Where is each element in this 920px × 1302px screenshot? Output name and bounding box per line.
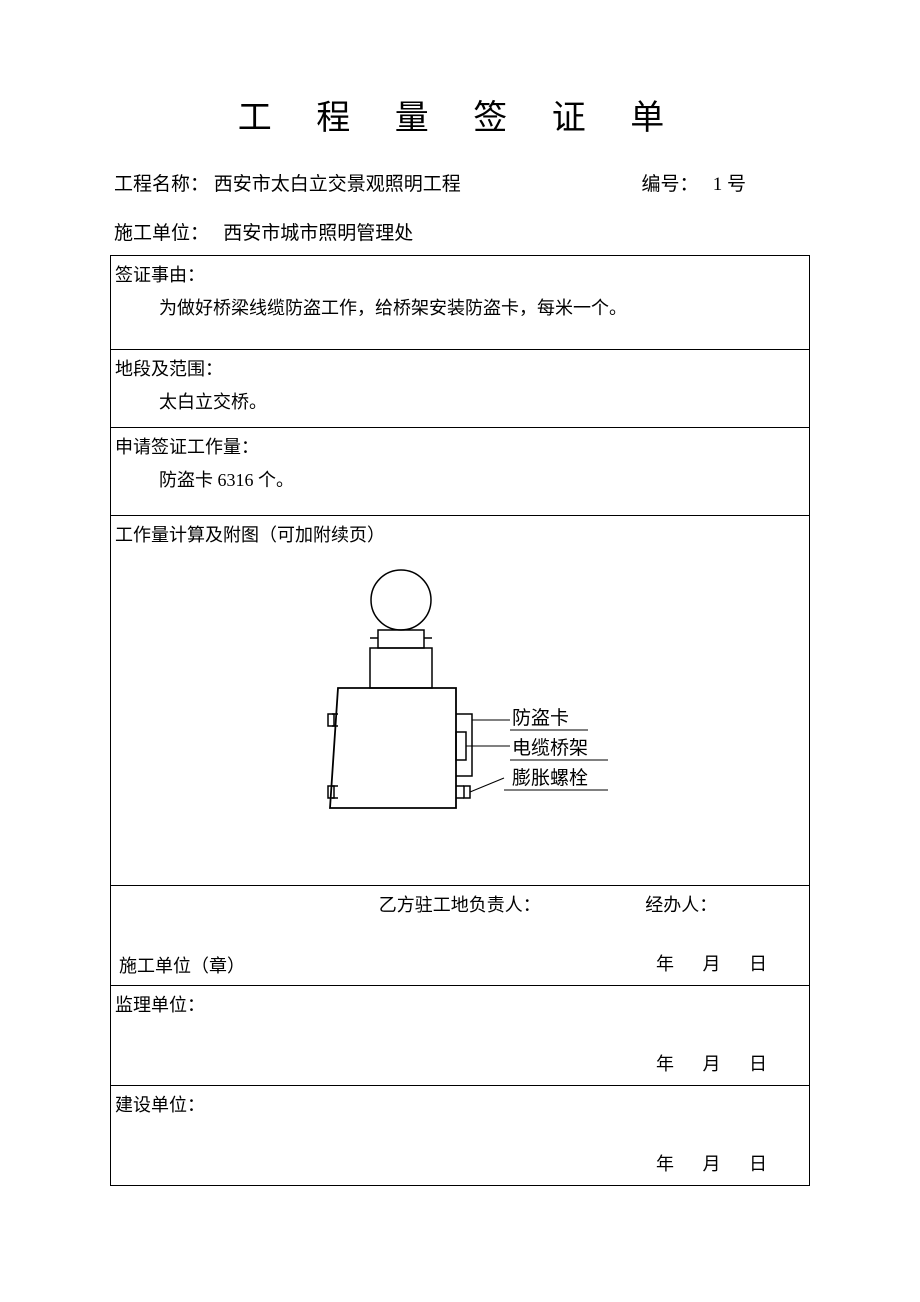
cell-diagram: 工作量计算及附图（可加附续页） [111, 516, 810, 886]
reason-content: 为做好桥梁线缆防盗工作，给桥架安装防盗卡，每米一个。 [115, 291, 801, 324]
date-line-2: 年 月 日 [644, 1049, 779, 1080]
callout-text-3: 膨胀螺栓 [512, 767, 588, 789]
diagram-clamp [456, 714, 472, 776]
diagram-bolt-right [456, 786, 464, 798]
diagram-shoulder [370, 648, 432, 688]
diagram-bolt-left [332, 786, 338, 798]
diagram-body [330, 688, 456, 808]
cell-reason: 签证事由： 为做好桥梁线缆防盗工作，给桥架安装防盗卡，每米一个。 [111, 256, 810, 350]
callout-text-2: 电缆桥架 [512, 737, 588, 759]
supervision-label: 监理单位： [115, 990, 801, 1021]
diagram-ball [371, 570, 431, 630]
cell-apply: 申请签证工作量： 防盗卡 6316 个。 [111, 428, 810, 516]
construction-unit-value: 西安市城市照明管理处 [223, 223, 413, 244]
diagram-svg: 防盗卡 电缆桥架 膨胀螺栓 [210, 546, 710, 866]
construction-unit-row: 施工单位： 西安市城市照明管理处 [110, 218, 810, 245]
doc-number: 编号： 1 号 [641, 169, 746, 196]
callout-line-3 [470, 778, 504, 792]
year-2: 年 [656, 1049, 674, 1080]
year-3: 年 [656, 1149, 674, 1180]
handler-label: 经办人： [645, 890, 717, 921]
construction-unit-label: 施工单位： [114, 223, 209, 244]
day-3: 日 [749, 1149, 767, 1180]
project-value: 西安市太白立交景观照明工程 [214, 174, 461, 195]
area-label: 地段及范围： [115, 354, 801, 385]
reason-label: 签证事由： [115, 260, 801, 291]
header-row: 工程名称： 西安市太白立交景观照明工程 编号： 1 号 [110, 169, 810, 196]
main-table: 签证事由： 为做好桥梁线缆防盗工作，给桥架安装防盗卡，每米一个。 地段及范围： … [110, 255, 810, 1186]
diagram-neck [378, 630, 424, 648]
apply-content: 防盗卡 6316 个。 [115, 463, 801, 496]
project-label: 工程名称： [114, 174, 209, 195]
diagram-wrap: 防盗卡 电缆桥架 膨胀螺栓 [111, 546, 809, 876]
site-leader-label: 乙方驻工地负责人： [379, 895, 541, 915]
cell-supervision: 监理单位： 年 月 日 [111, 986, 810, 1086]
diagram-bolt-right-rect [464, 786, 470, 798]
callout-text-1: 防盗卡 [512, 707, 569, 729]
project-name: 工程名称： 西安市太白立交景观照明工程 [114, 169, 641, 196]
diagram-left-notch [328, 714, 334, 726]
month-2: 月 [703, 1049, 721, 1080]
cell-area: 地段及范围： 太白立交桥。 [111, 350, 810, 428]
month-3: 月 [703, 1149, 721, 1180]
month-1: 月 [703, 949, 721, 980]
date-line-1: 年 月 日 [644, 949, 779, 980]
number-label: 编号： [641, 174, 698, 195]
sign-row: 乙方驻工地负责人： 经办人： [115, 890, 801, 921]
page-title: 工 程 量 签 证 单 [110, 90, 810, 139]
day-1: 日 [749, 949, 767, 980]
area-content: 太白立交桥。 [115, 385, 801, 418]
owner-label: 建设单位： [115, 1090, 801, 1121]
date-line-3: 年 月 日 [644, 1149, 779, 1180]
diagram-tray [456, 732, 466, 760]
number-value: 1 号 [713, 174, 746, 195]
cell-sign: 乙方驻工地负责人： 经办人： 施工单位（章） 年 月 日 [111, 886, 810, 986]
day-2: 日 [749, 1049, 767, 1080]
cell-owner: 建设单位： 年 月 日 [111, 1086, 810, 1186]
apply-label: 申请签证工作量： [115, 432, 801, 463]
year-1: 年 [656, 949, 674, 980]
